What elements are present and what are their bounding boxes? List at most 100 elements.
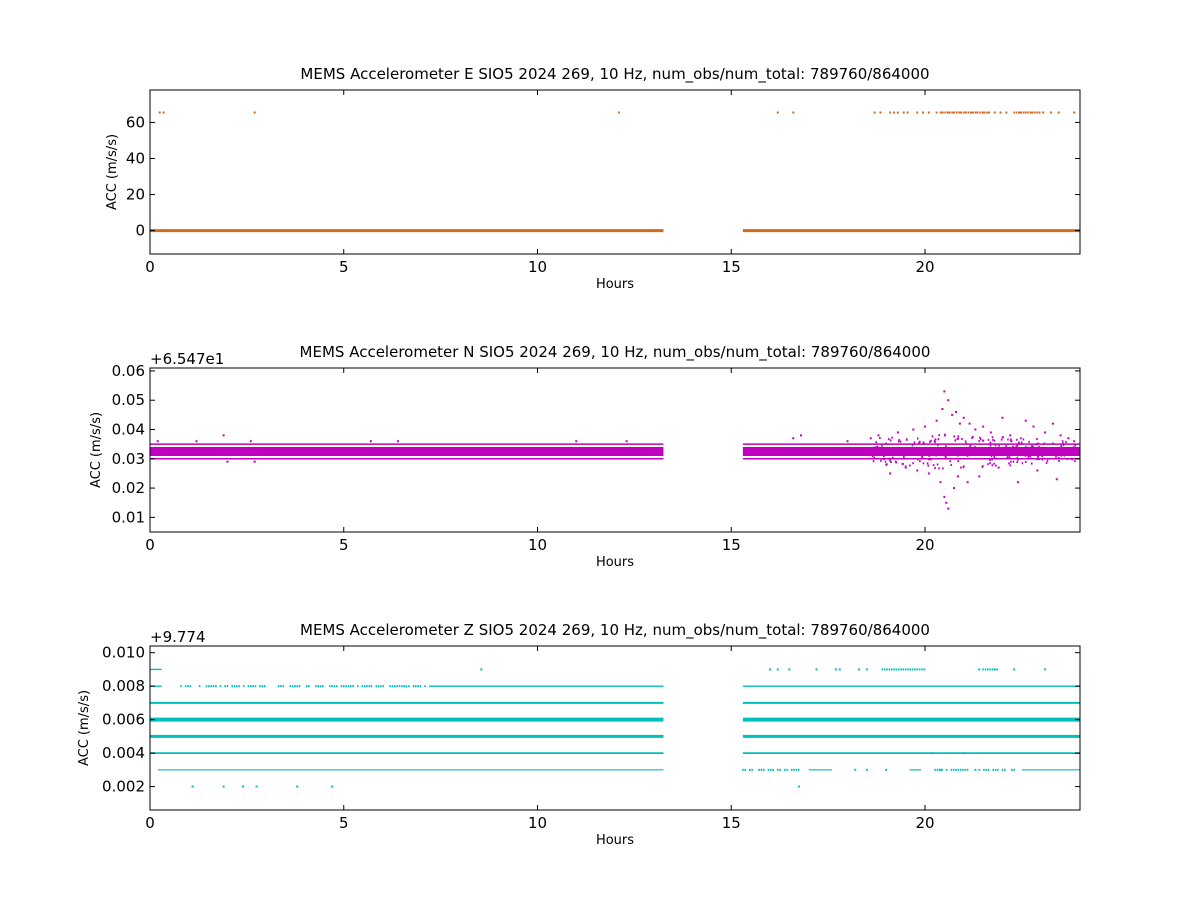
- data-point: [991, 458, 993, 461]
- data-point: [412, 685, 415, 688]
- data-point: [930, 439, 932, 442]
- data-point: [1059, 451, 1062, 454]
- data-point: [1041, 458, 1044, 461]
- data-point: [1048, 450, 1051, 453]
- data-point: [898, 440, 900, 443]
- data-point: [936, 463, 939, 466]
- chart-title: MEMS Accelerometer E SIO5 2024 269, 10 H…: [300, 65, 929, 84]
- data-point: [889, 472, 892, 475]
- data-point: [928, 454, 930, 457]
- data-point: [1027, 111, 1029, 114]
- data-point: [331, 685, 333, 688]
- data-point: [210, 685, 213, 688]
- x-tick-label: 5: [339, 536, 349, 554]
- data-point: [912, 449, 914, 452]
- x-tick-label: 10: [528, 814, 547, 832]
- data-point: [792, 111, 795, 114]
- data-point: [942, 467, 944, 470]
- data-point: [957, 435, 960, 438]
- data-point: [875, 441, 877, 444]
- data-point: [986, 111, 988, 114]
- data-point: [1077, 452, 1080, 455]
- data-point: [983, 111, 986, 114]
- data-point: [1074, 460, 1076, 463]
- data-point: [927, 111, 930, 114]
- data-point: [937, 438, 940, 441]
- data-point: [934, 768, 936, 771]
- data-point: [943, 390, 946, 393]
- data-point: [742, 768, 744, 771]
- data-point: [957, 437, 960, 440]
- data-point: [956, 475, 959, 478]
- data-point: [1049, 111, 1052, 114]
- data-point: [941, 408, 944, 410]
- data-point: [1000, 438, 1003, 441]
- data-point: [405, 685, 408, 688]
- data-point: [342, 685, 345, 688]
- subplot-2: 0 5 10 15 20 0.002 0.004 0.006 0.008 0.010 MEMS Ac…: [77, 621, 1081, 848]
- data-point: [911, 668, 914, 671]
- data-point: [919, 440, 921, 443]
- data-point: [949, 460, 952, 463]
- data-point: [892, 456, 894, 459]
- data-point: [242, 785, 244, 788]
- data-point: [893, 111, 895, 114]
- data-point: [869, 437, 872, 440]
- data-point: [380, 685, 382, 688]
- x-tick-label: 20: [915, 536, 934, 554]
- data-point: [1078, 450, 1080, 453]
- data-point: [989, 462, 991, 465]
- data-point: [1052, 442, 1054, 445]
- data-point: [989, 459, 991, 462]
- data-point: [1009, 450, 1012, 453]
- data-point: [974, 428, 977, 431]
- x-tick-label: 0: [145, 814, 155, 832]
- data-point: [625, 440, 628, 443]
- data-point: [993, 448, 996, 451]
- data-point: [1059, 448, 1062, 451]
- data-point: [1073, 446, 1075, 449]
- data-point: [905, 438, 908, 441]
- data-point: [249, 685, 252, 688]
- data-point: [972, 435, 974, 438]
- data-point: [943, 434, 946, 437]
- data-point: [1030, 462, 1033, 465]
- data-point: [1073, 451, 1076, 454]
- data-point: [994, 444, 997, 447]
- data-point: [760, 768, 763, 771]
- data-point: [974, 446, 976, 449]
- data-point: [1036, 111, 1039, 114]
- data-point: [955, 768, 957, 771]
- data-point: [191, 785, 194, 788]
- data-point: [282, 685, 285, 688]
- data-point: [1020, 111, 1022, 114]
- y-tick-label: 20: [126, 186, 145, 204]
- data-point: [951, 452, 953, 455]
- data-point: [1007, 438, 1009, 441]
- y-tick-label: 0: [135, 222, 145, 240]
- data-point: [1014, 453, 1017, 456]
- data-point: [948, 450, 951, 453]
- x-tick-label: 20: [915, 814, 934, 832]
- data-point: [1036, 469, 1039, 472]
- data-point: [899, 449, 902, 452]
- data-point: [951, 111, 953, 114]
- data-point: [944, 454, 946, 457]
- data-point: [195, 440, 198, 443]
- data-point: [897, 668, 900, 671]
- data-point: [989, 668, 991, 671]
- data-point: [1015, 111, 1018, 114]
- data-point: [212, 685, 215, 688]
- data-point: [881, 444, 883, 447]
- data-point: [949, 111, 951, 114]
- data-point: [779, 768, 781, 771]
- data-point: [953, 487, 956, 490]
- data-point: [1042, 111, 1045, 114]
- data-point: [966, 768, 969, 771]
- data-point: [363, 685, 366, 688]
- data-point: [366, 685, 368, 688]
- data-point: [1061, 440, 1064, 443]
- data-point: [968, 422, 971, 425]
- data-point: [1044, 668, 1047, 671]
- data-point: [792, 437, 795, 440]
